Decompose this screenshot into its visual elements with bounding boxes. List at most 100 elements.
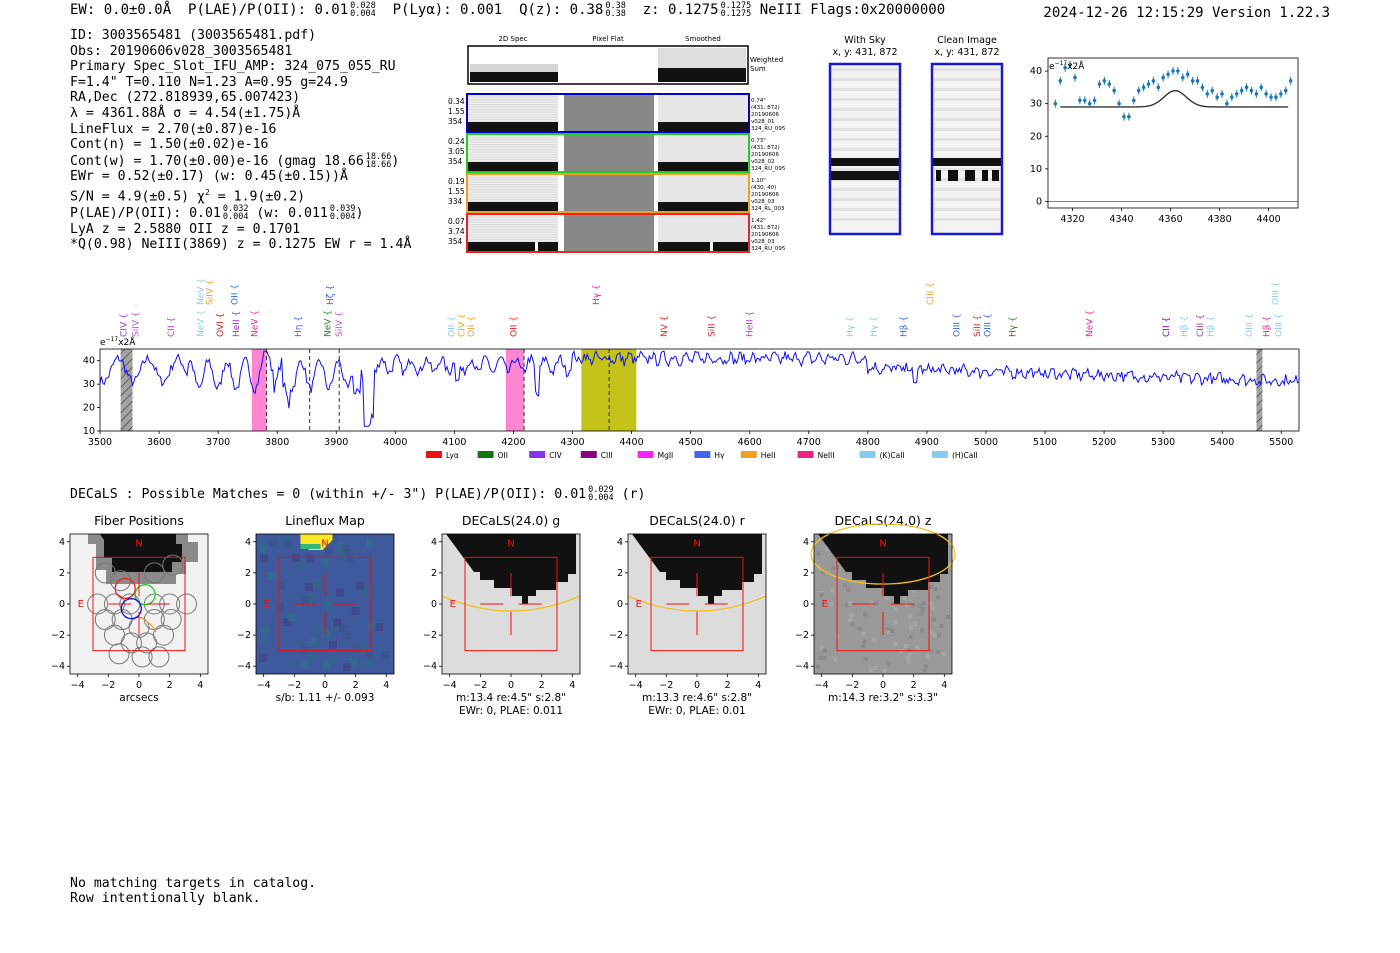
- fit-data-point: [1161, 75, 1165, 80]
- lineflux-pixel: [352, 644, 361, 653]
- z-noise: [903, 644, 908, 649]
- fiber-circle: [148, 646, 170, 668]
- legend-swatch: [859, 451, 876, 458]
- thumb-xtick-label: 2: [167, 680, 173, 691]
- spectrum-xtick-label: 4300: [560, 437, 584, 448]
- lineflux-pixel: [328, 534, 337, 543]
- fiber-circle: [87, 593, 109, 615]
- thumb-ytick-label: 0: [803, 599, 809, 610]
- fit-data-point: [1190, 79, 1195, 83]
- spectrum-xtick-label: 4500: [679, 437, 703, 448]
- spectrum-line-label: OII {: [447, 316, 457, 337]
- lineflux-pixel: [268, 537, 277, 546]
- cutout-noise: [468, 99, 558, 101]
- thumb-ytick-label: 0: [617, 599, 623, 610]
- sky-panel-row: [934, 188, 1000, 191]
- info-sn: S/N = 4.9(±0.5) χ2 = 1.9(±0.2): [70, 185, 411, 205]
- fit-data-point: [1176, 69, 1180, 73]
- cutout-left-value: 354: [448, 117, 463, 126]
- thumb-xtick-label: −2: [101, 680, 115, 691]
- sky-panel-row: [832, 168, 898, 171]
- sky-panel-row: [832, 188, 898, 191]
- fit-data-point: [1239, 88, 1244, 93]
- fit-data-point: [1185, 72, 1190, 77]
- sky-panel-band: [831, 171, 899, 180]
- east-label: E: [822, 599, 828, 610]
- thumb-xtick-label: 0: [136, 680, 142, 691]
- fit-data-point: [1234, 92, 1239, 96]
- z-noise: [819, 592, 824, 597]
- cutout-noise: [468, 139, 558, 141]
- info-id: ID: 3003565481 (3003565481.pdf): [70, 28, 317, 43]
- z-noise: [830, 588, 835, 593]
- spectrum-line-label: Hβ {: [899, 316, 909, 337]
- cutout-noise: [468, 154, 558, 156]
- lineflux-pixel: [329, 656, 338, 665]
- cutout-right-value: 20190606: [751, 192, 779, 198]
- fit-ytick-label: 30: [1030, 99, 1042, 110]
- fit-data-point: [1073, 75, 1077, 80]
- spectrum-line-label: HeII {: [232, 311, 242, 337]
- spectrum-xtick-label: 3900: [324, 437, 348, 448]
- east-label: E: [450, 599, 456, 610]
- z-noise: [929, 648, 934, 653]
- z-noise: [820, 570, 825, 575]
- lineflux-pixel: [339, 623, 348, 632]
- weighted-sum-label: Sum: [750, 65, 766, 73]
- spectrum-line-label: OIII {: [1245, 313, 1255, 337]
- cutout-noise: [468, 231, 558, 233]
- sky-panel-blob: [936, 170, 941, 181]
- spectrum-line: [99, 349, 1300, 427]
- fit-ytick-label: 10: [1030, 164, 1042, 175]
- sky-panel-row: [934, 198, 1000, 201]
- cutout-left-value: 0.19: [448, 177, 465, 186]
- spectrum-line-label: Hγ {: [870, 316, 880, 337]
- cutout-noise: [468, 189, 558, 191]
- decals-band: (r): [621, 487, 646, 502]
- z-noise: [823, 648, 828, 653]
- aperture-box: [92, 556, 186, 652]
- z-noise: [816, 564, 821, 569]
- decals-summary: DECaLS : Possible Matches = 0 (within +/…: [70, 486, 646, 503]
- z-noise: [908, 614, 913, 619]
- thumb-xtick-label: 0: [322, 680, 328, 691]
- z-noise: [861, 644, 866, 649]
- cutout-right-value: 324_RL_003: [751, 206, 785, 212]
- north-label: N: [693, 538, 700, 549]
- spectrum-shaded-region: [251, 349, 267, 431]
- cutout-right-value: v028_03: [751, 239, 775, 245]
- fit-data-point: [1205, 92, 1210, 96]
- sky-panel-frame: [930, 62, 1004, 236]
- cutout-frame: [466, 93, 750, 133]
- fit-data-point: [1136, 88, 1141, 93]
- spectrum-line-label: CIV {: [458, 313, 468, 337]
- cutout-pixel-flat: [564, 134, 654, 172]
- lineflux-pixel: [298, 560, 307, 569]
- fiber-circle: [94, 609, 116, 631]
- spectrum-hatch: [120, 349, 133, 431]
- spectrum-xtick-label: 4000: [383, 437, 407, 448]
- legend-swatch: [529, 451, 546, 458]
- header-qz: Q(z): 0.38: [519, 2, 604, 18]
- sky-panel-row: [832, 68, 898, 71]
- spectrum-xtick-label: 5400: [1210, 437, 1234, 448]
- spectrum-ytick-label: 20: [83, 403, 95, 414]
- spectrum-xtick-label: 4800: [856, 437, 880, 448]
- legend-label: Lyα: [446, 451, 459, 460]
- cutout-right-value: v028_03: [751, 199, 775, 205]
- cutout-smoothed-band: [658, 122, 748, 132]
- fit-chart-frame: [1047, 57, 1299, 209]
- z-noise: [843, 583, 848, 588]
- spectrum-line-label: OII {: [509, 316, 519, 337]
- fit-xtick-label: 4320: [1060, 214, 1084, 225]
- cutout-2d-band: [468, 202, 558, 212]
- info-plae-w-sub: 0.004: [329, 211, 356, 222]
- cutout-right-value: 0.74": [751, 98, 766, 104]
- sky-panel-row: [934, 128, 1000, 131]
- cutout-noise: [468, 196, 558, 198]
- thumb-ytick-label: −2: [795, 630, 809, 641]
- lineflux-pixel: [306, 653, 315, 662]
- spectrum-xtick-label: 3600: [147, 437, 171, 448]
